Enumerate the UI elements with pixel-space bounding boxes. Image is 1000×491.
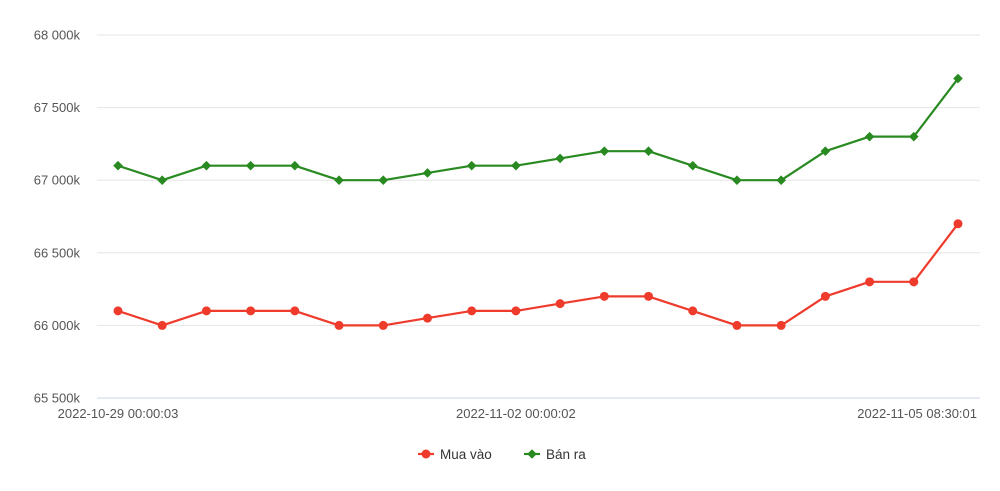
x-tick-label: 2022-11-05 08:30:01	[857, 406, 977, 421]
data-point	[864, 131, 875, 142]
data-point	[511, 160, 521, 171]
legend-label: Bán ra	[546, 447, 586, 462]
legend-marker-circle	[421, 449, 431, 459]
data-point	[245, 160, 256, 171]
data-point	[732, 320, 742, 330]
data-point	[334, 320, 344, 330]
legend-item-ban-ra: Bán ra	[524, 447, 586, 462]
data-point	[953, 73, 963, 84]
data-point	[776, 320, 786, 330]
legend: Mua vào Bán ra	[418, 447, 586, 462]
data-point	[776, 175, 786, 185]
data-point	[909, 277, 919, 287]
data-point	[378, 175, 389, 185]
data-point	[820, 146, 831, 156]
series-line-mua-vao	[116, 222, 960, 327]
data-point	[643, 146, 654, 156]
y-tick-label: 67 500k	[34, 100, 81, 115]
data-point	[820, 291, 830, 301]
data-point	[334, 175, 344, 185]
data-point	[555, 299, 565, 309]
y-tick-label: 67 000k	[34, 173, 81, 188]
data-point	[290, 160, 300, 171]
legend-item-mua-vao: Mua vào	[418, 447, 492, 462]
data-point	[865, 277, 875, 287]
y-tick-label: 65 500k	[34, 391, 81, 406]
data-point	[467, 306, 477, 316]
data-point	[466, 160, 477, 171]
data-point	[157, 175, 168, 185]
data-point	[732, 175, 742, 185]
data-point	[113, 306, 123, 316]
series-lines	[113, 73, 963, 330]
data-point	[201, 160, 212, 171]
data-point	[644, 291, 654, 301]
data-point	[599, 291, 609, 301]
y-axis: 65 500k 66 000k 66 500k 67 000k 67 500k 68 00…	[34, 28, 81, 406]
y-tick-label: 66 000k	[34, 318, 81, 333]
x-tick-label: 2022-11-02 00:00:02	[456, 406, 576, 421]
data-point	[688, 306, 698, 316]
data-point	[908, 131, 919, 142]
data-point	[511, 306, 521, 316]
data-point	[599, 146, 610, 156]
data-point	[687, 160, 698, 171]
data-point	[422, 313, 432, 323]
data-point	[953, 219, 963, 229]
x-axis: 2022-10-29 00:00:03 2022-11-02 00:00:02 20…	[58, 406, 977, 421]
y-tick-label: 66 500k	[34, 245, 81, 260]
data-point	[201, 306, 211, 316]
legend-label: Mua vào	[440, 447, 492, 462]
x-tick-label: 2022-10-29 00:00:03	[58, 406, 179, 421]
data-point	[290, 306, 300, 316]
y-tick-label: 68 000k	[34, 28, 81, 43]
data-point	[422, 168, 433, 178]
legend-marker-diamond	[527, 449, 537, 459]
data-point	[157, 320, 167, 330]
data-point	[555, 153, 565, 164]
series-line-ban-ra	[116, 77, 960, 182]
data-point	[378, 320, 388, 330]
grid-lines	[97, 34, 980, 399]
data-point	[246, 306, 256, 316]
data-point	[113, 160, 123, 171]
